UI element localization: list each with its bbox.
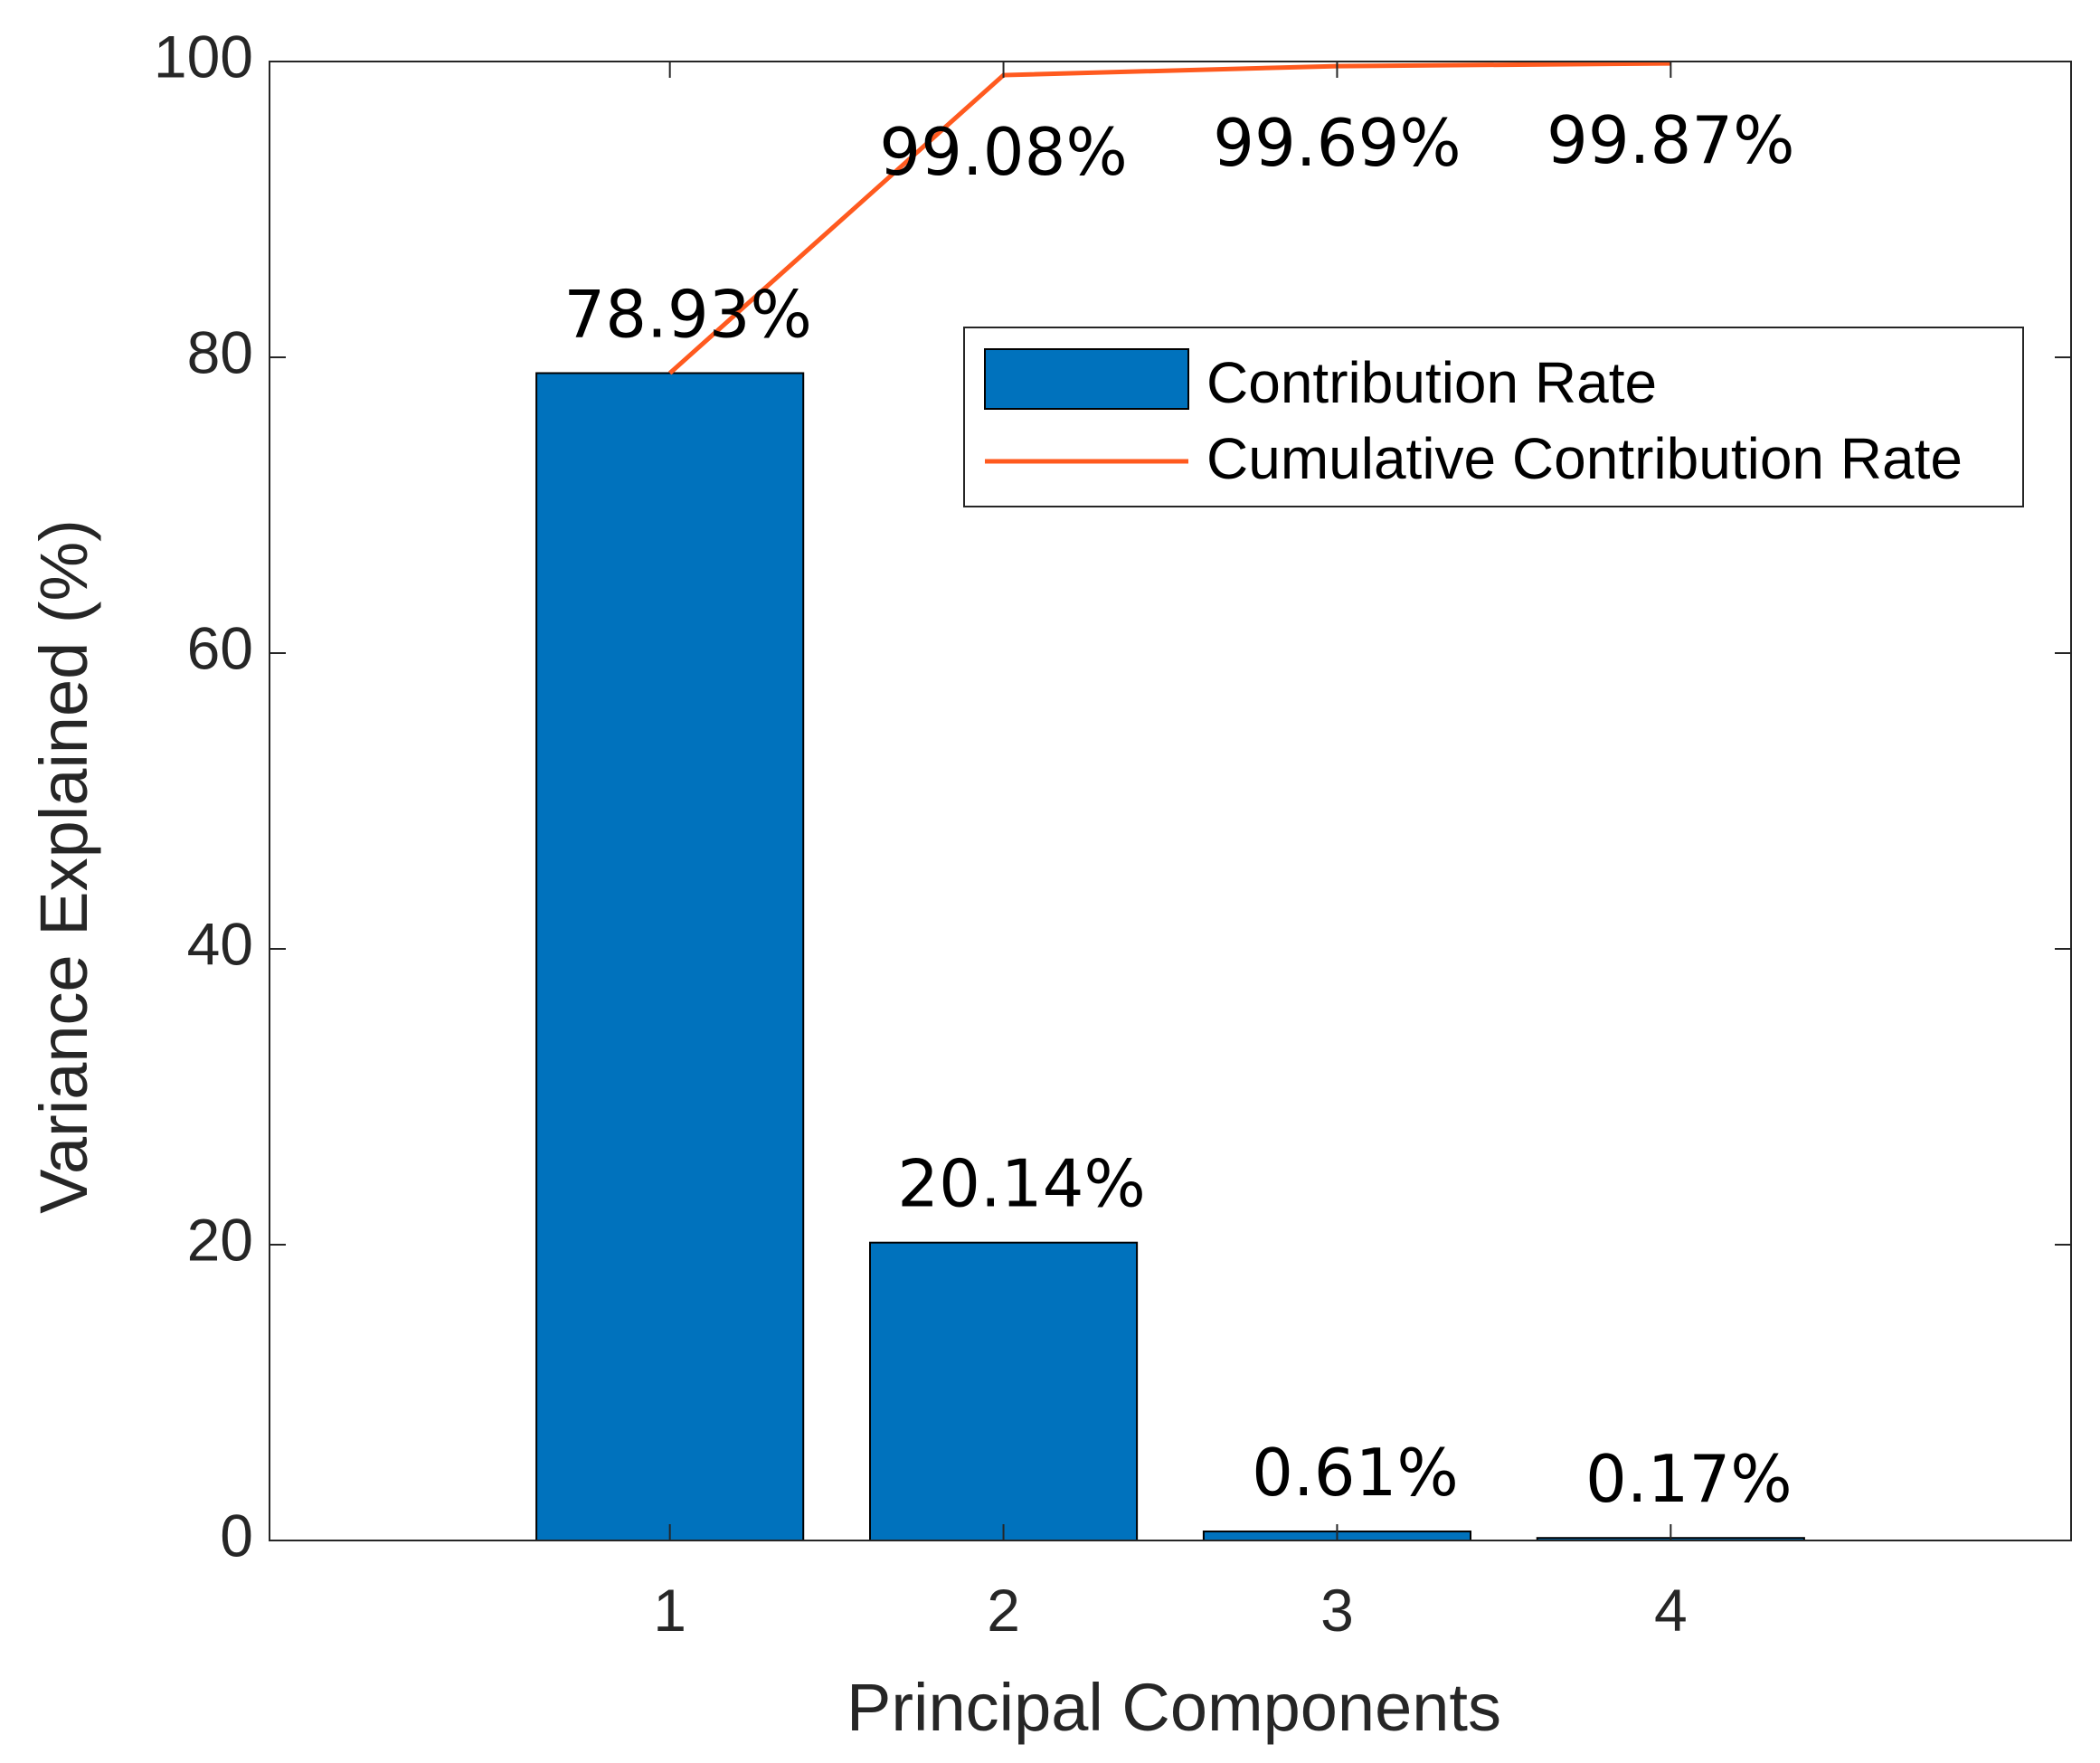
y-tick-label-60: 60 [187, 614, 253, 681]
y-tick-label-20: 20 [187, 1206, 253, 1273]
bar-value-label-pc-4: 0.17% [1585, 1441, 1793, 1517]
bar-value-label-pc-1: 78.93% [563, 276, 812, 352]
axes-layer: 0 20 40 60 80 100 1 2 3 4 [154, 23, 2072, 1644]
y-axis-label: Variance Explained (%) [26, 519, 101, 1214]
bars-layer [535, 372, 1805, 1542]
y-tick-label-0: 0 [220, 1502, 253, 1569]
y-tick-label-100: 100 [154, 23, 253, 90]
legend-entry-contribution-rate: Contribution Rate [1206, 350, 1657, 415]
bar-value-label-pc-2: 20.14% [897, 1146, 1146, 1222]
cumulative-value-label-pc-3: 99.69% [1213, 105, 1461, 181]
x-tick-label-2: 2 [987, 1577, 1020, 1644]
cumulative-value-label-pc-4: 99.87% [1547, 102, 1795, 178]
y-tick-label-80: 80 [187, 318, 253, 385]
cumulative-value-label-pc-2: 99.08% [879, 114, 1128, 190]
legend-bar-swatch [984, 348, 1189, 410]
legend: Contribution Rate Cumulative Contributio… [963, 327, 2024, 507]
bar-pc-1 [535, 372, 805, 1541]
y-tick-label-40: 40 [187, 910, 253, 977]
data-labels-layer: 78.93% 20.14% 0.61% 0.17% 99.08% 99.69% 99.87% [563, 102, 1794, 1517]
x-tick-label-1: 1 [653, 1577, 686, 1644]
x-axis-label: Principal Components [847, 1670, 1501, 1745]
bar-value-label-pc-3: 0.61% [1252, 1435, 1459, 1511]
bar-pc-2 [869, 1241, 1139, 1542]
x-tick-label-4: 4 [1654, 1577, 1688, 1644]
cumulative-line [668, 61, 1671, 375]
plot-frame [269, 61, 2072, 1541]
legend-entry-cumulative-contribution-rate: Cumulative Contribution Rate [1206, 426, 1963, 491]
x-tick-label-3: 3 [1320, 1577, 1354, 1644]
